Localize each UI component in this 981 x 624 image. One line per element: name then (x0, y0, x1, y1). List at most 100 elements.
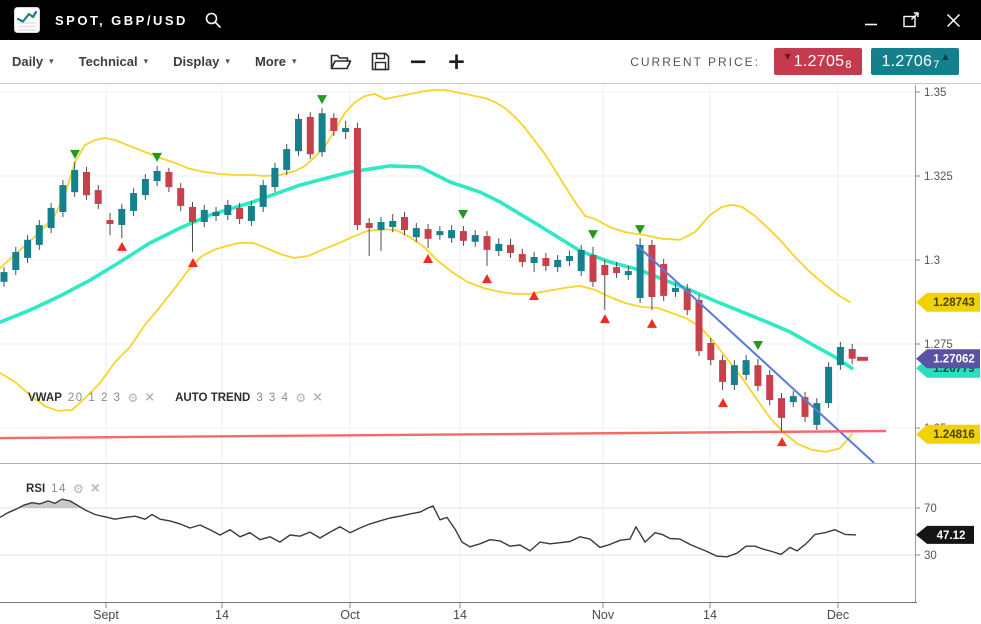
candlestick (648, 244, 656, 297)
candlestick (530, 257, 538, 263)
candlestick (518, 254, 526, 263)
candlestick (507, 244, 514, 253)
vwap-indicator-params: 20 1 2 3 (67, 391, 122, 404)
candlestick (35, 225, 43, 245)
candlestick (295, 118, 302, 152)
x-axis-label: Nov (592, 608, 615, 622)
x-axis-label: 14 (703, 608, 717, 622)
price-chart-canvas[interactable]: Sept14Oct14Nov14Dec1.351.3251.31.2751.25… (0, 84, 981, 624)
candlestick (813, 403, 821, 425)
bid-price-button[interactable]: ▼ 1.2705 8 (774, 48, 862, 75)
more-menu[interactable]: More ▾ (255, 54, 297, 69)
x-axis-label: Dec (827, 608, 849, 622)
candlestick (200, 209, 208, 222)
candlestick (672, 287, 679, 292)
candlestick (59, 185, 67, 212)
auto-trend-settings-icon[interactable]: ⚙ (295, 390, 307, 405)
window-controls (864, 12, 981, 28)
current-price-label: CURRENT PRICE: (630, 54, 760, 69)
candlestick (825, 366, 833, 404)
chart-toolbar: Daily ▾ Technical ▾ Display ▾ More ▾ − (0, 40, 981, 84)
y-axis-label: 1.3 (924, 255, 940, 267)
timeframe-menu[interactable]: Daily ▾ (12, 54, 54, 69)
auto-trend-line (635, 243, 875, 464)
y-axis-label: 1.325 (924, 171, 953, 183)
candlestick (330, 117, 338, 131)
vwap-indicator-label: VWAP (28, 391, 62, 404)
sell-signal-icon (635, 225, 645, 235)
candlestick (624, 271, 632, 276)
app-logo-icon (14, 7, 40, 33)
candlestick (660, 264, 668, 296)
buy-signal-icon (718, 398, 728, 408)
candlestick (177, 188, 185, 206)
candlestick (83, 172, 90, 196)
auto-trend-remove-icon[interactable]: × (312, 390, 324, 405)
candlestick (601, 265, 609, 276)
price-tag (916, 292, 980, 312)
candlestick (283, 149, 291, 170)
candlestick (106, 220, 114, 224)
search-icon[interactable] (204, 11, 222, 29)
candlestick (778, 398, 785, 418)
rsi-axis-label: 70 (924, 503, 937, 515)
chevron-down-icon: ▾ (49, 56, 54, 67)
candlestick (259, 185, 267, 207)
price-tag (916, 424, 980, 444)
auto-trend-indicator-params: 3 3 4 (256, 391, 290, 404)
candlestick (495, 243, 503, 251)
candlestick (848, 349, 856, 359)
current-price-cluster: CURRENT PRICE: ▼ 1.2705 8 1.2706 7 ▲ (630, 48, 981, 75)
minimize-button[interactable] (864, 13, 878, 27)
y-axis-label: 1.35 (924, 87, 946, 99)
candlestick (554, 260, 562, 268)
rsi-remove-icon[interactable]: × (89, 481, 101, 496)
arrow-up-icon: ▲ (942, 52, 949, 61)
candlestick (353, 128, 361, 226)
zoom-out-button[interactable]: − (408, 48, 428, 75)
candlestick (412, 228, 420, 238)
candlestick (471, 235, 479, 242)
rsi-settings-icon[interactable]: ⚙ (72, 481, 84, 496)
candlestick (377, 222, 385, 231)
candlestick (153, 171, 161, 182)
candlestick (730, 365, 738, 385)
vwap-settings-icon[interactable]: ⚙ (127, 390, 139, 405)
popout-button[interactable] (903, 12, 921, 28)
display-menu[interactable]: Display ▾ (173, 54, 230, 69)
candlestick (577, 249, 585, 272)
zoom-in-button[interactable]: + (446, 48, 467, 75)
save-icon[interactable] (371, 52, 390, 71)
technical-menu[interactable]: Technical ▾ (79, 54, 149, 69)
candlestick (236, 207, 244, 219)
candlestick (695, 300, 703, 352)
open-folder-icon[interactable] (330, 53, 352, 71)
x-axis-label: Sept (93, 608, 119, 622)
candlestick (130, 193, 138, 211)
candlestick (12, 251, 20, 270)
y-axis-label: 1.275 (924, 339, 953, 351)
ask-price-button[interactable]: 1.2706 7 ▲ (871, 48, 959, 75)
candlestick (224, 204, 232, 215)
more-menu-label: More (254, 54, 286, 69)
timeframe-menu-label: Daily (12, 54, 44, 69)
candlestick (365, 223, 373, 228)
chevron-down-icon: ▾ (225, 56, 230, 67)
bollinger-upper-band (0, 89, 851, 304)
bid-price-value: 1.2705 (793, 52, 845, 70)
candlestick (483, 236, 491, 250)
candlestick (789, 396, 797, 403)
sell-signal-icon (588, 230, 598, 240)
chevron-down-icon: ▾ (143, 56, 149, 67)
candlestick (165, 172, 173, 188)
vwap-remove-icon[interactable]: × (144, 390, 156, 405)
close-button[interactable] (946, 13, 961, 28)
sell-signal-icon (152, 152, 162, 162)
buy-signal-icon (423, 253, 433, 263)
buy-signal-icon (117, 241, 127, 251)
rsi-axis-label: 30 (924, 550, 937, 562)
candlestick (436, 231, 444, 236)
sell-signal-icon (753, 341, 763, 351)
x-axis-label: 14 (215, 608, 229, 622)
bollinger-lower-band (0, 228, 853, 453)
